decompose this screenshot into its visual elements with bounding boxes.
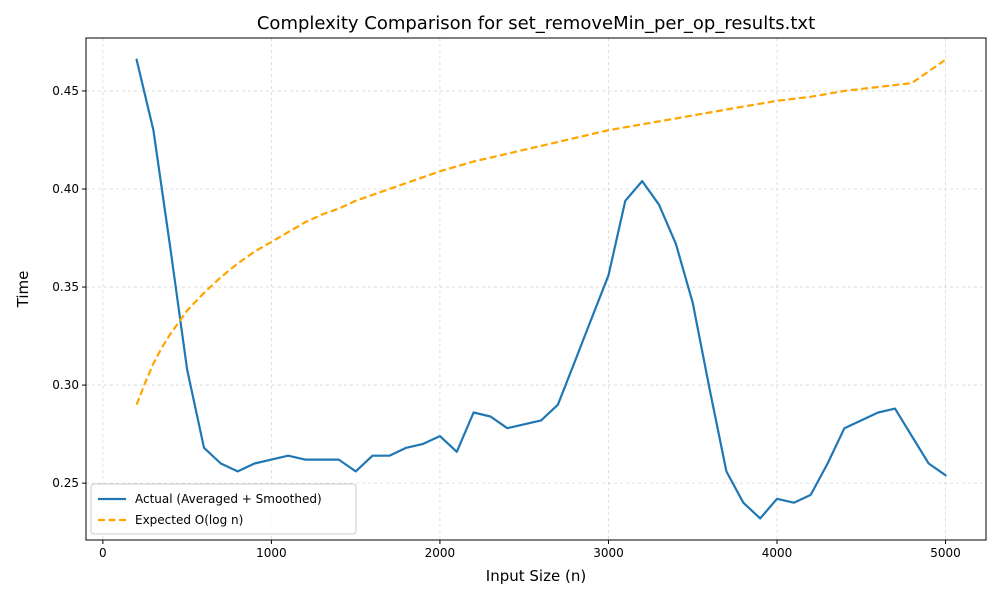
y-tick-label: 0.35	[52, 280, 79, 294]
legend-box	[90, 483, 357, 535]
legend: Actual (Averaged + Smoothed) Expected O(…	[90, 483, 357, 535]
x-tick-label: 4000	[762, 546, 793, 560]
grid	[86, 38, 986, 540]
y-tick-label: 0.40	[52, 182, 79, 196]
legend-label-actual: Actual (Averaged + Smoothed)	[135, 492, 322, 506]
x-tick-label: 1000	[256, 546, 287, 560]
ticks: 0 1000 2000 3000 4000 5000 0.25 0.30 0.35 0.40 0.4…	[52, 84, 961, 560]
series-line-expected	[135, 58, 947, 406]
x-tick-label: 2000	[425, 546, 456, 560]
series-line-actual	[135, 58, 947, 520]
plot-frame	[85, 37, 987, 541]
chart-title: Complexity Comparison for set_removeMin_…	[257, 13, 815, 34]
y-tick-label: 0.30	[52, 378, 79, 392]
y-axis-title: Time	[14, 271, 32, 309]
legend-label-expected: Expected O(log n)	[135, 513, 243, 527]
x-tick-label: 3000	[593, 546, 624, 560]
series-layer	[135, 58, 947, 520]
x-tick-label: 5000	[930, 546, 961, 560]
y-tick-label: 0.25	[52, 476, 79, 490]
x-tick-label: 0	[99, 546, 107, 560]
y-tick-label: 0.45	[52, 84, 79, 98]
x-axis-title: Input Size (n)	[486, 567, 586, 585]
